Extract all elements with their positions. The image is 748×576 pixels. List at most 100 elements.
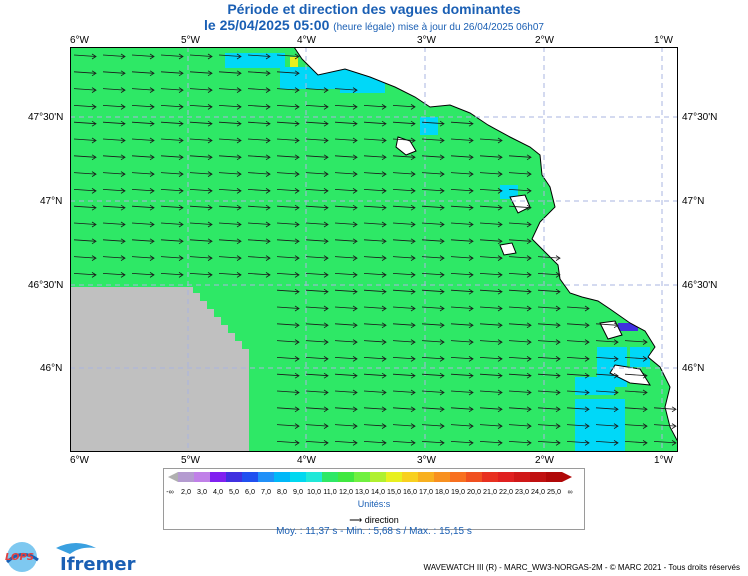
direction-arrow [450, 288, 474, 295]
direction-arrow [392, 171, 416, 177]
direction-arrow [508, 171, 532, 177]
lat-label-left: 47°30'N [28, 112, 64, 123]
direction-arrow [363, 137, 387, 144]
direction-arrow [363, 339, 387, 345]
direction-arrow [479, 255, 503, 261]
scale-tick-label: -∞ [166, 487, 174, 496]
direction-arrow [160, 255, 184, 261]
direction-arrow [537, 389, 561, 396]
scale-tick-label: 5,0 [229, 487, 239, 496]
direction-arrow [537, 288, 561, 295]
direction-arrow [392, 423, 416, 429]
direction-arrow [218, 238, 242, 245]
direction-arrow [508, 440, 532, 446]
direction-arrow [450, 339, 474, 345]
direction-arrow [73, 272, 97, 278]
direction-arrow [479, 137, 503, 144]
direction-arrow [305, 272, 329, 278]
direction-arrow [392, 221, 416, 228]
direction-arrow [73, 221, 97, 228]
unit-label: Unités:s [357, 499, 391, 509]
direction-arrow [305, 356, 329, 362]
direction-arrow [392, 120, 416, 127]
direction-arrow [305, 221, 329, 228]
direction-arrow [624, 423, 648, 429]
direction-arrow [73, 171, 97, 177]
direction-arrow [334, 305, 358, 312]
scale-tick-label: 20,0 [467, 487, 481, 496]
direction-arrow [131, 204, 155, 211]
direction-arrow [276, 137, 300, 144]
direction-arrow [508, 406, 532, 413]
direction-arrow [450, 171, 474, 177]
direction-arrow [363, 372, 387, 379]
scale-tick-label: 13,0 [355, 487, 369, 496]
direction-arrow [508, 238, 532, 245]
scale-tick-label: 14,0 [371, 487, 385, 496]
direction-arrow [160, 221, 184, 228]
direction-arrow [392, 104, 416, 110]
direction-arrow [102, 53, 126, 60]
direction-arrow [189, 120, 213, 127]
ifremer-logo-text: Ifremer [60, 554, 136, 574]
direction-arrow [160, 171, 184, 177]
direction-arrow [160, 188, 184, 194]
direction-arrow [131, 53, 155, 60]
direction-arrow [276, 389, 300, 396]
direction-arrow [363, 188, 387, 194]
direction-arrow [247, 221, 271, 228]
direction-arrow [189, 154, 213, 161]
direction-arrow [305, 389, 329, 396]
direction-arrow [508, 221, 532, 228]
lat-label-left: 47°N [40, 196, 63, 207]
direction-arrow [334, 137, 358, 144]
direction-arrow [392, 188, 416, 194]
direction-arrow [160, 154, 184, 161]
direction-arrow [508, 255, 532, 261]
map-title: Période et direction des vagues dominant… [227, 1, 521, 17]
scale-color-swatch [434, 472, 450, 482]
scale-color-swatch [402, 472, 418, 482]
direction-arrow [450, 238, 474, 245]
scale-tick-label: 22,0 [499, 487, 513, 496]
direction-arrow [102, 137, 126, 144]
direction-arrow [508, 339, 532, 345]
direction-arrow [334, 406, 358, 413]
scale-tick-label: ∞ [567, 487, 572, 496]
direction-arrow [450, 356, 474, 362]
direction-arrow [508, 305, 532, 312]
direction-arrow [392, 339, 416, 345]
direction-arrow [131, 238, 155, 245]
direction-arrow [595, 339, 619, 345]
direction-arrow-icon: ⟶ [349, 515, 363, 525]
direction-arrow [189, 255, 213, 261]
direction-arrow [131, 137, 155, 144]
direction-arrow [566, 389, 590, 396]
direction-arrow [276, 406, 300, 413]
direction-arrow [392, 356, 416, 362]
direction-arrow [479, 272, 503, 278]
direction-arrow [102, 171, 126, 177]
direction-arrow [479, 305, 503, 312]
nodata-area [70, 287, 249, 452]
direction-arrow [334, 221, 358, 228]
graticule [70, 47, 678, 452]
direction-arrow [392, 322, 416, 329]
scale-color-swatch [450, 472, 466, 482]
scale-tick-label: 16,0 [403, 487, 417, 496]
direction-arrow [421, 356, 445, 362]
scale-color-swatch [178, 472, 194, 482]
direction-legend: ⟶ direction [164, 515, 584, 526]
direction-arrow [189, 188, 213, 194]
direction-arrow [566, 423, 590, 429]
direction-arrow [595, 423, 619, 429]
direction-arrow [392, 255, 416, 261]
direction-arrow [537, 272, 561, 278]
direction-arrow [479, 154, 503, 161]
direction-arrow [595, 372, 619, 379]
direction-arrow [189, 104, 213, 110]
scale-max-cap [562, 472, 572, 482]
scale-tick-label: 11,0 [323, 487, 336, 496]
direction-arrow [363, 406, 387, 413]
direction-arrow [334, 389, 358, 396]
